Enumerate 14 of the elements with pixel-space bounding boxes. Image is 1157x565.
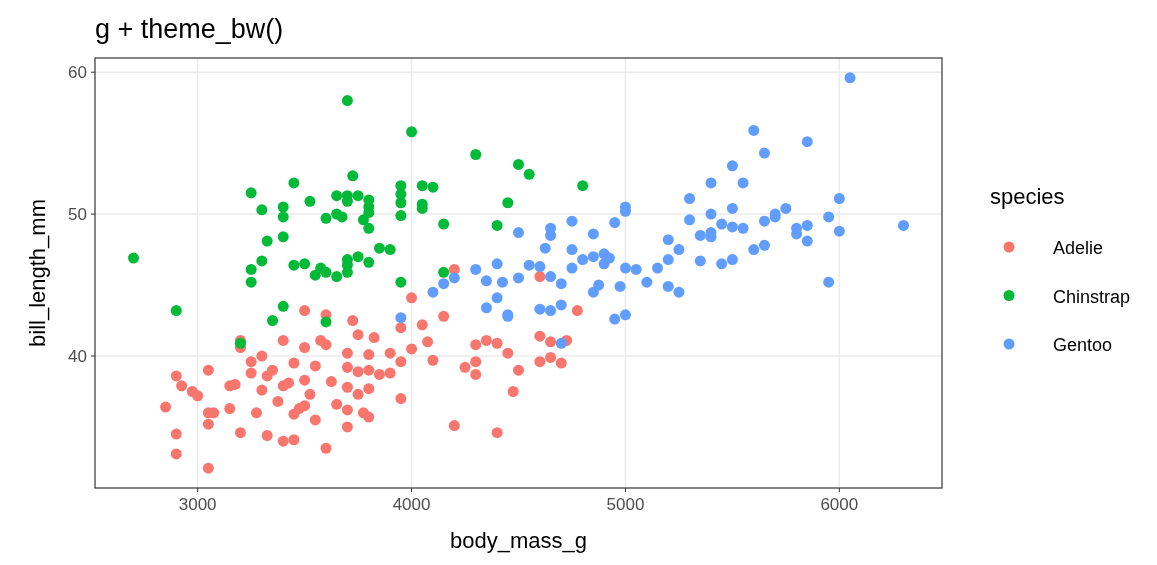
y-tick-label: 60 [68, 63, 87, 83]
x-tick-label: 3000 [178, 495, 217, 514]
y-tick-label: 50 [68, 205, 87, 225]
legend-label: Adelie [1053, 238, 1104, 258]
y-tick-label: 40 [68, 347, 87, 367]
legend-label: Chinstrap [1053, 286, 1131, 307]
x-tick-label: 4000 [392, 495, 431, 514]
legend-label: Gentoo [1053, 335, 1113, 355]
x-tick-label: 5000 [606, 495, 645, 514]
y-axis-title: bill_length_mm [25, 199, 50, 347]
x-axis-title: body_mass_g [450, 528, 587, 553]
chart-title: g + theme_bw() [95, 14, 284, 44]
x-tick-label: 6000 [820, 495, 859, 514]
legend-title: species [990, 184, 1065, 209]
